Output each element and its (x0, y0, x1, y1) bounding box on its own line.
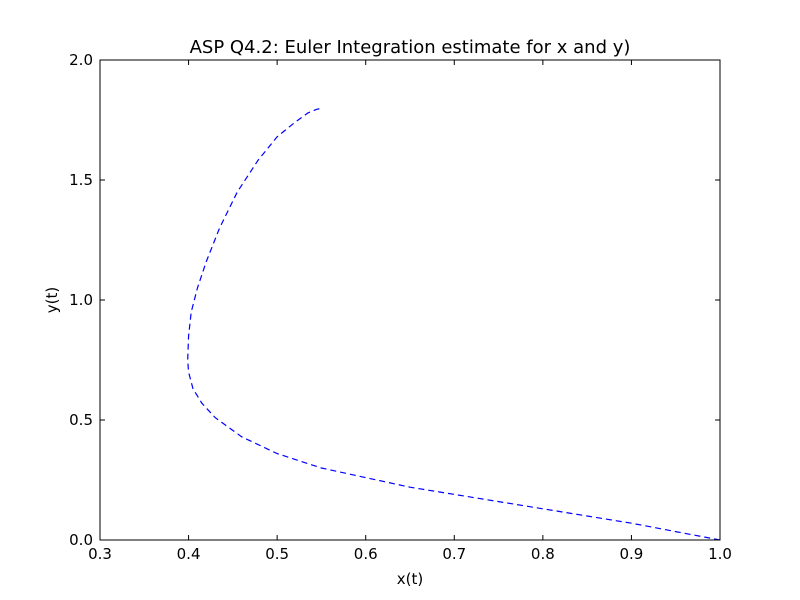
chart-title: ASP Q4.2: Euler Integration estimate for… (190, 37, 631, 58)
ticks: 0.3 0.4 0.5 0.6 0.7 0.8 0.9 1.0 0.0 0.5 1.0 1.5 2.0 (69, 51, 732, 563)
y-tick-label: 1.5 (69, 171, 93, 189)
series-line-0 (187, 107, 721, 541)
x-tick-label: 0.9 (619, 545, 643, 563)
y-tick-label: 1.0 (69, 291, 93, 309)
y-axis-label: y(t) (43, 287, 61, 313)
y-tick-label: 0.0 (69, 531, 93, 549)
x-tick-label: 0.4 (177, 545, 201, 563)
y-tick-label: 2.0 (69, 51, 93, 69)
x-tick-label: 0.7 (442, 545, 466, 563)
plot-area (187, 107, 721, 541)
x-tick-label: 0.3 (88, 545, 112, 563)
x-axis-label: x(t) (397, 570, 423, 588)
x-tick-label: 0.6 (354, 545, 378, 563)
y-tick-label: 0.5 (69, 411, 93, 429)
x-tick-label: 0.5 (265, 545, 289, 563)
axes-frame (99, 59, 721, 541)
x-tick-label: 1.0 (708, 545, 732, 563)
x-tick-label: 0.8 (531, 545, 555, 563)
